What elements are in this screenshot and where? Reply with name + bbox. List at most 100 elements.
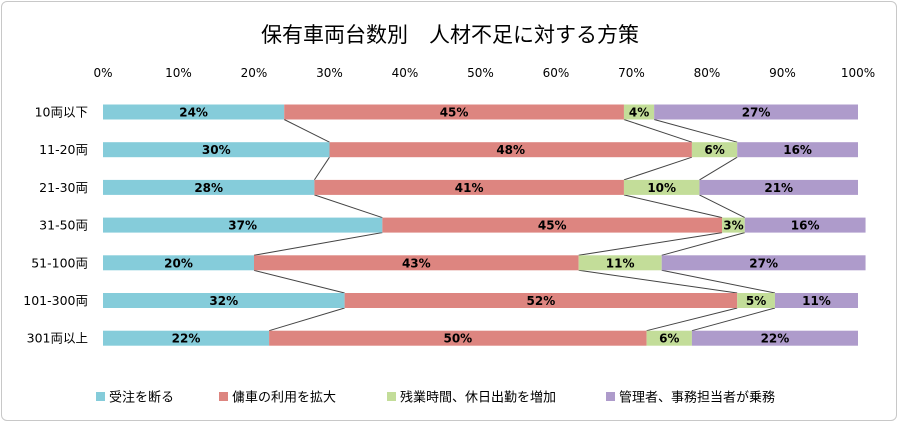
data-label: 6% <box>704 143 724 157</box>
data-label: 4% <box>629 106 649 120</box>
series-line <box>699 156 738 181</box>
bar-segment <box>103 330 270 346</box>
legend-label: 受注を断る <box>109 391 174 406</box>
data-label: 32% <box>209 294 238 308</box>
bar-segment <box>722 217 745 233</box>
data-label: 3% <box>723 219 743 233</box>
data-label: 48% <box>496 143 525 157</box>
data-label: 20% <box>164 256 193 270</box>
series-line <box>578 232 723 256</box>
data-label: 16% <box>791 219 820 233</box>
series-line <box>283 119 330 143</box>
data-label: 6% <box>659 332 679 346</box>
series-line <box>661 232 745 256</box>
series-line <box>623 156 693 181</box>
legend-swatch <box>606 392 615 401</box>
series-line <box>661 269 776 294</box>
bar-segment <box>646 330 692 346</box>
series-line <box>623 119 693 143</box>
x-tick-label: 70% <box>618 66 645 80</box>
data-label: 52% <box>527 294 556 308</box>
category-label: 11-20両 <box>39 142 88 157</box>
bar-segment <box>661 255 866 271</box>
legend-label: 残業時間、休日出勤を増加 <box>400 390 556 406</box>
legend-swatch <box>96 392 105 401</box>
data-label: 22% <box>761 332 790 346</box>
chart-title: 保有車両台数別 人材不足に対する方策 <box>261 23 639 47</box>
legend-label: 管理者、事務担当者が乗務 <box>619 391 775 406</box>
legend-swatch <box>387 392 396 401</box>
category-labels: 10両以下 11-20両 21-30両 31-50両 51-100両 101-300両 30… <box>23 105 88 346</box>
bar-segment <box>103 217 383 233</box>
category-label: 301両以上 <box>27 331 88 346</box>
data-label: 24% <box>179 106 208 120</box>
x-tick-label: 90% <box>769 66 796 80</box>
bar-segment <box>623 104 655 120</box>
legend-label: 傭車の利用を拡大 <box>232 390 336 406</box>
bar-segment <box>382 217 723 233</box>
series-line <box>646 307 738 332</box>
bar-segment <box>774 293 858 308</box>
bar-segment <box>103 142 330 158</box>
data-label: 28% <box>194 181 223 195</box>
data-label: 27% <box>742 106 771 120</box>
x-tick-label: 100% <box>841 66 875 80</box>
series-lines <box>253 119 776 332</box>
x-tick-label: 50% <box>467 66 494 80</box>
category-label: 21-30両 <box>39 180 88 195</box>
bar-segment <box>691 330 858 346</box>
data-label: 50% <box>443 332 472 346</box>
x-axis-ticks: 0% 10% 20% 30% 40% 50% 60% 70% 80% 90% 100% <box>93 66 875 80</box>
data-label: 41% <box>455 181 484 195</box>
data-label: 5% <box>746 294 766 308</box>
bar-segment <box>623 179 700 195</box>
series-line <box>699 194 745 219</box>
bar-segment <box>284 104 624 120</box>
data-label: 21% <box>764 181 793 195</box>
x-tick-label: 10% <box>165 66 192 80</box>
bar-segment <box>737 142 858 158</box>
x-tick-label: 0% <box>93 66 112 80</box>
legend: 受注を断る 傭車の利用を拡大 残業時間、休日出勤を増加 管理者、事務担当者が乗務 <box>96 390 775 406</box>
category-label: 101-300両 <box>23 293 88 308</box>
series-line <box>253 232 383 256</box>
data-label: 22% <box>172 332 201 346</box>
data-label: 16% <box>783 143 812 157</box>
bar-segment <box>254 255 579 271</box>
data-label: 43% <box>402 256 431 270</box>
bar-segment <box>737 293 775 308</box>
data-labels: 24% 45% 4% 27% 30% 48% 6% 16% 28% 41% 10% 21% 37% 45%… <box>164 106 831 346</box>
data-label: 45% <box>538 219 567 233</box>
bar-segment <box>654 104 858 120</box>
data-label: 11% <box>606 256 635 270</box>
series-line <box>268 307 345 332</box>
bar-segment <box>103 104 285 120</box>
data-label: 11% <box>802 294 831 308</box>
series-line <box>578 269 738 294</box>
data-label: 30% <box>202 143 231 157</box>
bar-segments <box>103 104 866 346</box>
bar-segment <box>691 142 738 158</box>
x-tick-label: 80% <box>694 66 721 80</box>
x-tick-label: 30% <box>316 66 343 80</box>
category-label: 31-50両 <box>39 218 88 233</box>
bar-segment <box>744 217 866 233</box>
x-tick-label: 40% <box>392 66 419 80</box>
series-line <box>313 156 330 181</box>
series-line <box>314 194 383 219</box>
bar-segment <box>344 293 738 308</box>
bar-segment <box>103 179 315 195</box>
data-label: 45% <box>440 106 469 120</box>
series-line <box>253 269 345 294</box>
bar-segment <box>578 255 662 271</box>
bar-segment <box>699 179 858 195</box>
bar-segment <box>314 179 624 195</box>
x-tick-label: 60% <box>543 66 570 80</box>
bar-segment <box>103 255 254 271</box>
category-label: 10両以下 <box>35 105 88 120</box>
data-label: 27% <box>749 256 778 270</box>
legend-swatch <box>219 392 228 401</box>
series-line <box>691 307 776 332</box>
